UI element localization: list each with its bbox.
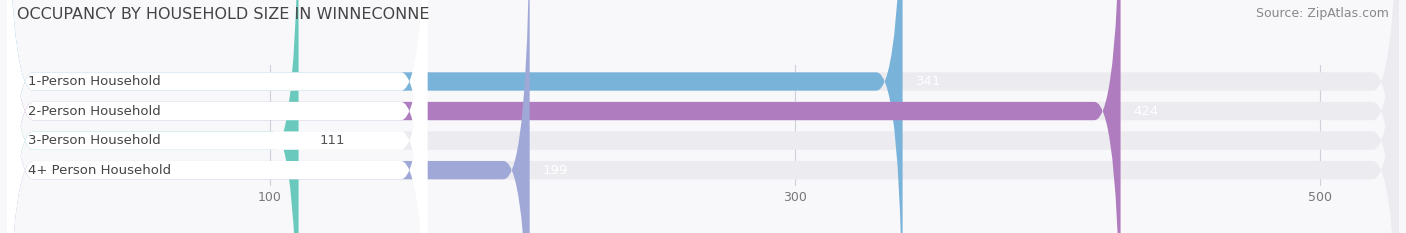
Text: Source: ZipAtlas.com: Source: ZipAtlas.com (1256, 7, 1389, 20)
FancyBboxPatch shape (7, 0, 427, 233)
FancyBboxPatch shape (7, 0, 530, 233)
Text: 341: 341 (915, 75, 941, 88)
Text: 111: 111 (319, 134, 344, 147)
FancyBboxPatch shape (7, 0, 1399, 233)
Text: OCCUPANCY BY HOUSEHOLD SIZE IN WINNECONNE: OCCUPANCY BY HOUSEHOLD SIZE IN WINNECONN… (17, 7, 429, 22)
FancyBboxPatch shape (7, 0, 1399, 233)
FancyBboxPatch shape (7, 0, 427, 233)
FancyBboxPatch shape (7, 0, 903, 233)
FancyBboxPatch shape (7, 0, 1121, 233)
FancyBboxPatch shape (7, 0, 427, 233)
FancyBboxPatch shape (7, 0, 427, 233)
FancyBboxPatch shape (7, 0, 1399, 233)
FancyBboxPatch shape (7, 0, 298, 233)
Text: 2-Person Household: 2-Person Household (28, 105, 160, 117)
Text: 424: 424 (1133, 105, 1159, 117)
FancyBboxPatch shape (7, 0, 1399, 233)
Text: 4+ Person Household: 4+ Person Household (28, 164, 172, 177)
Text: 199: 199 (543, 164, 568, 177)
Text: 3-Person Household: 3-Person Household (28, 134, 160, 147)
Text: 1-Person Household: 1-Person Household (28, 75, 160, 88)
